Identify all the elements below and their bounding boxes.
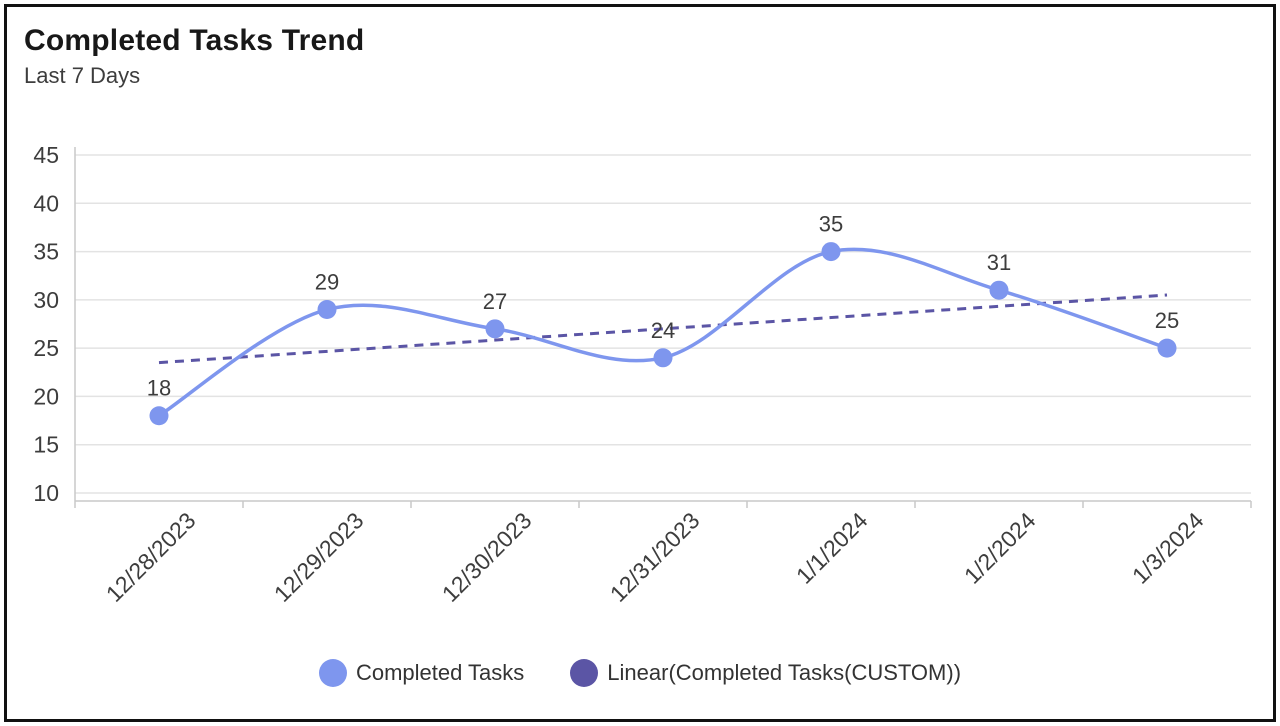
data-point-label: 29	[315, 270, 339, 295]
y-axis-label: 40	[33, 190, 59, 216]
x-axis-label: 12/28/2023	[101, 507, 201, 607]
data-point-label: 31	[987, 250, 1011, 275]
y-axis-label: 20	[33, 383, 59, 409]
legend-label: Completed Tasks	[355, 660, 525, 685]
y-axis-label: 30	[33, 287, 59, 313]
data-point[interactable]	[485, 319, 505, 339]
legend-item-completed-tasks[interactable]: Completed Tasks	[318, 659, 525, 687]
data-point[interactable]	[821, 242, 841, 262]
x-axis-label: 1/1/2024	[791, 507, 873, 589]
chart-title: Completed Tasks Trend	[24, 24, 365, 57]
chart-legend: Completed Tasks Linear(Completed Tasks(C…	[7, 659, 1273, 687]
legend-item-linear-trend[interactable]: Linear(Completed Tasks(CUSTOM))	[570, 659, 961, 687]
x-axis-label: 1/3/2024	[1127, 507, 1209, 589]
trend-line	[158, 293, 1168, 365]
data-point[interactable]	[149, 406, 169, 426]
chart-card: Completed Tasks Trend Last 7 Days 10 15 20…	[4, 4, 1276, 722]
x-axis-label: 12/29/2023	[269, 507, 369, 607]
data-point-label: 27	[483, 289, 507, 314]
x-axis-label: 1/2/2024	[959, 507, 1041, 589]
y-axis-label: 35	[33, 239, 59, 265]
trendline-color-dot-icon	[570, 659, 599, 687]
chart-header: Completed Tasks Trend Last 7 Days	[24, 23, 364, 91]
data-point[interactable]	[1157, 338, 1177, 358]
chart-subtitle: Last 7 Days	[24, 63, 141, 88]
y-axis-label: 45	[33, 142, 59, 168]
legend-label: Linear(Completed Tasks(CUSTOM))	[607, 660, 962, 685]
series-color-dot-icon	[318, 659, 347, 687]
data-point-label: 24	[651, 318, 675, 343]
y-axis-label: 10	[33, 480, 59, 506]
x-axis-label: 12/30/2023	[437, 507, 537, 607]
completed-tasks-trend-chart: 10 15 20 25 30 35 40 45 12/28/2023 12/29/2023 12/3…	[33, 142, 1252, 607]
data-point[interactable]	[989, 280, 1009, 300]
y-axis-label: 25	[33, 335, 59, 361]
data-point-label: 18	[147, 376, 171, 401]
data-point[interactable]	[653, 348, 673, 368]
data-point-label: 35	[819, 212, 843, 237]
x-axis-label: 12/31/2023	[605, 507, 705, 607]
y-axis-label: 15	[33, 432, 59, 458]
data-point[interactable]	[317, 300, 337, 320]
data-point-label: 25	[1155, 308, 1179, 333]
